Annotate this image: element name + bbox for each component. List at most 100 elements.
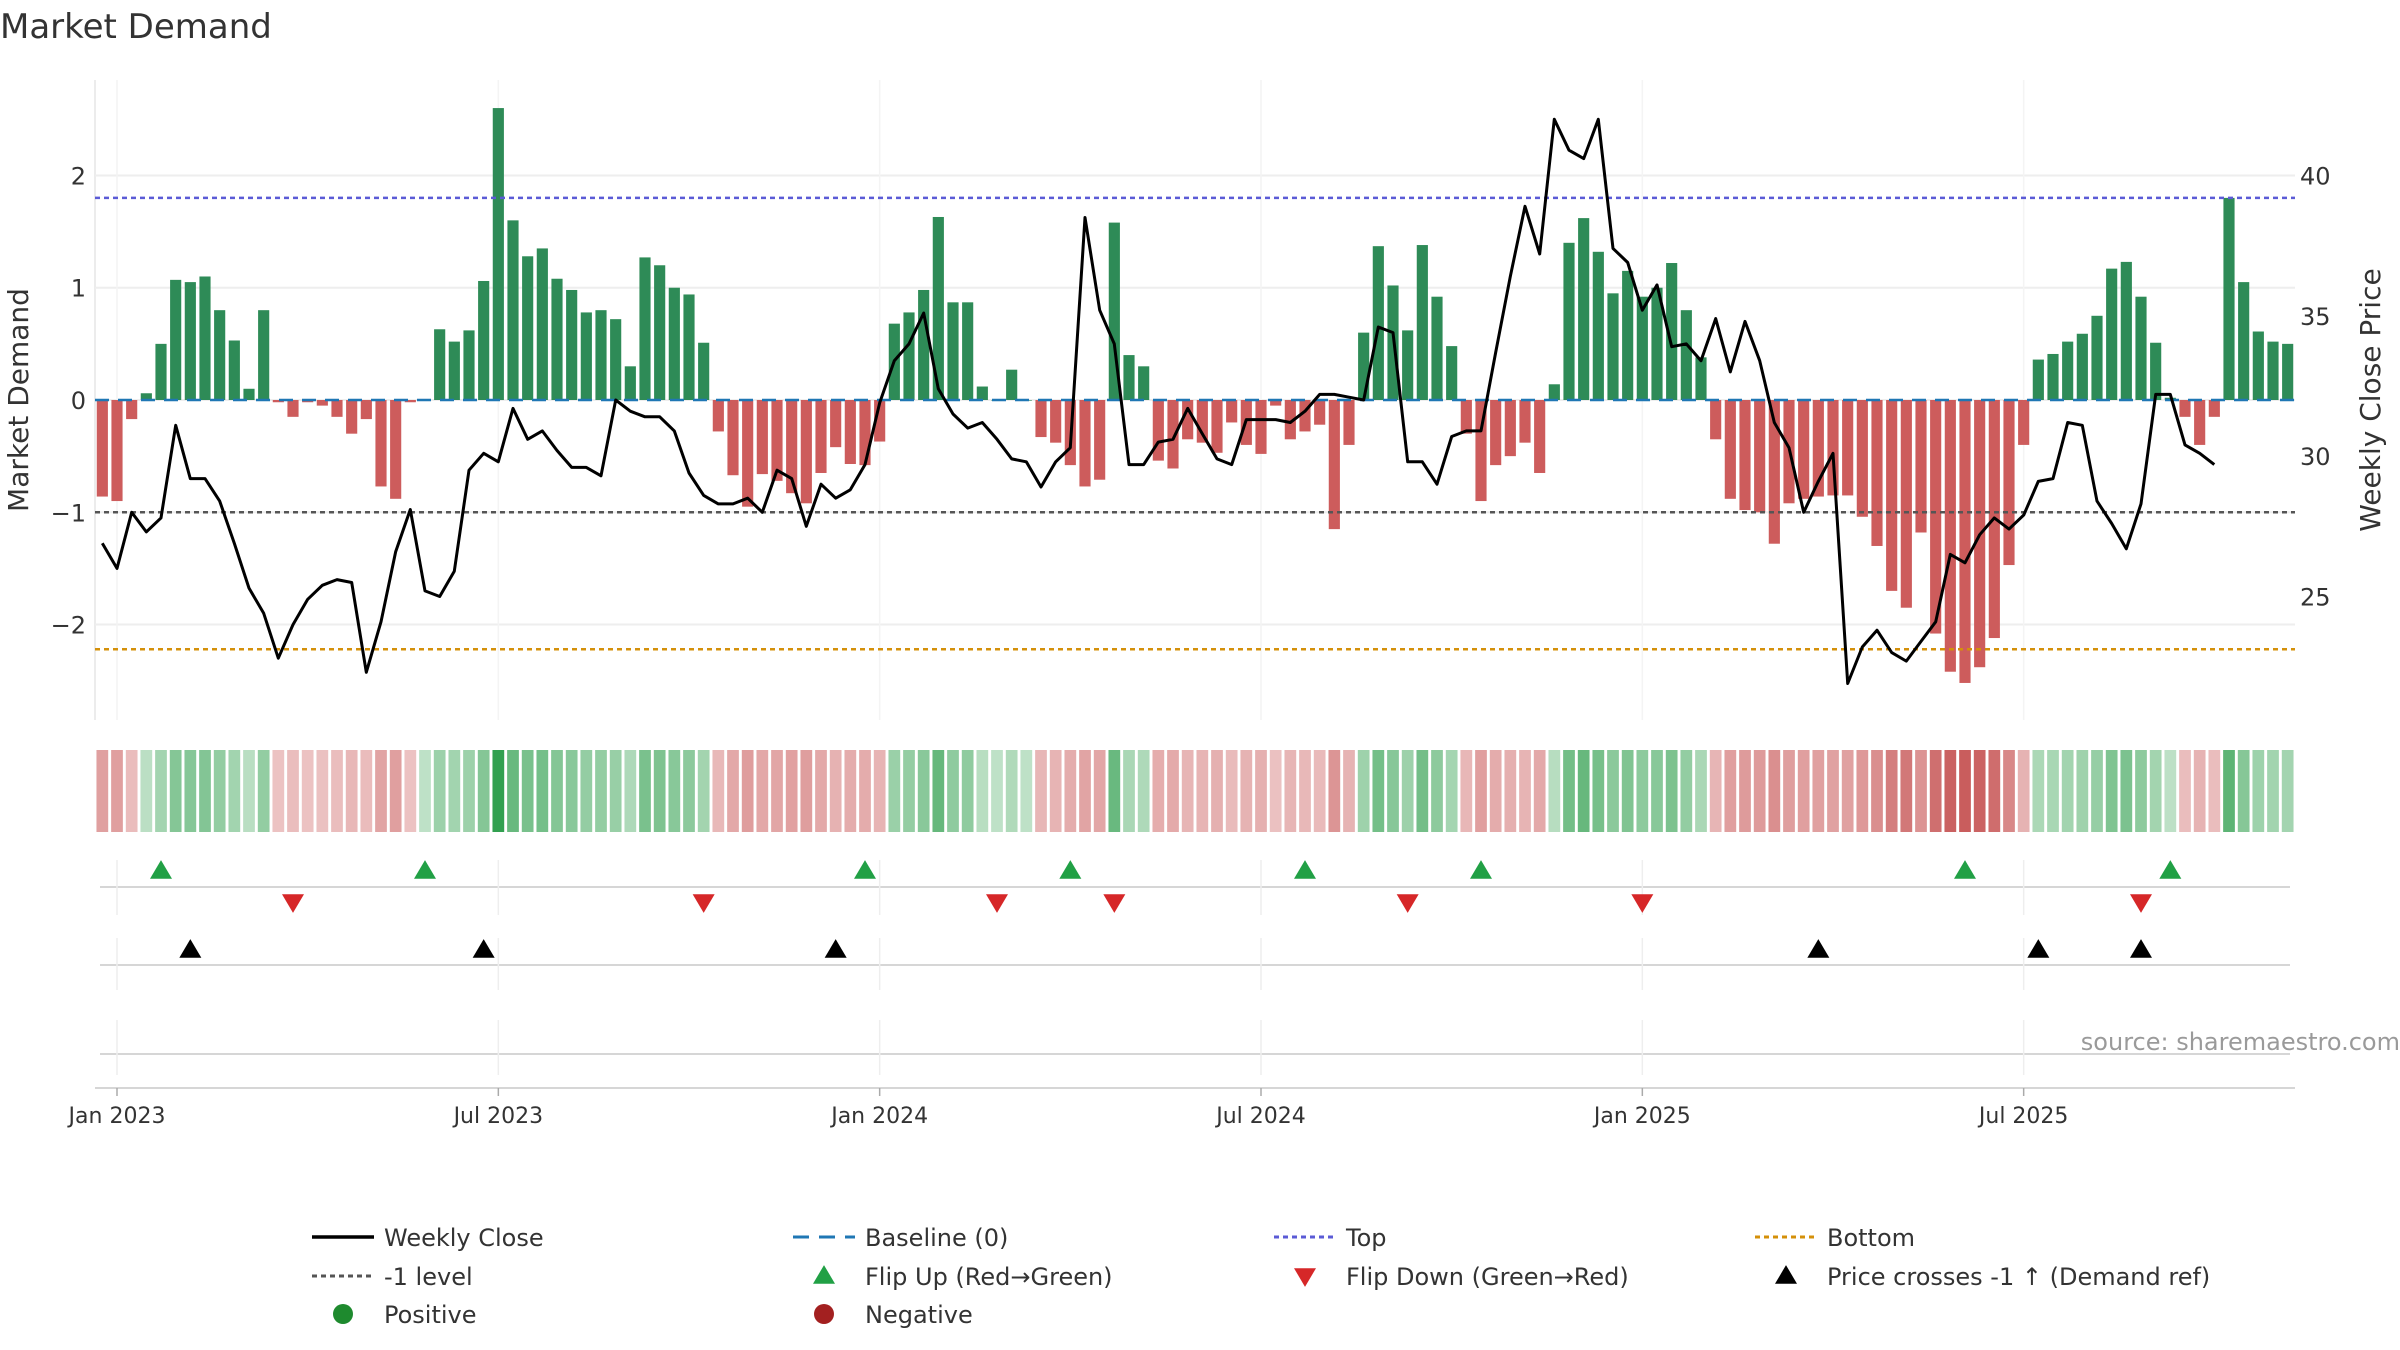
demand-bar	[258, 310, 270, 400]
demand-bar	[1446, 346, 1458, 400]
demand-bar	[844, 400, 856, 464]
demand-bar	[434, 329, 446, 400]
demand-bar	[624, 366, 636, 400]
heat-cell	[800, 750, 813, 832]
demand-bar	[463, 330, 475, 400]
demand-bar	[170, 279, 182, 400]
heat-cell	[2091, 750, 2103, 832]
heat-cell	[1387, 750, 1399, 832]
heat-cell	[257, 750, 270, 832]
demand-bar	[2267, 341, 2279, 400]
heat-cell	[1137, 750, 1150, 832]
heat-cell	[2135, 750, 2147, 832]
heat-cell	[903, 750, 915, 832]
heat-cell	[1944, 750, 1957, 832]
demand-bar	[1944, 400, 1956, 672]
heat-cell	[2164, 750, 2177, 832]
heat-cell	[1533, 750, 1546, 832]
heat-cell	[1313, 750, 1326, 832]
demand-bar	[2194, 400, 2206, 445]
legend-label: -1 level	[384, 1263, 473, 1291]
heat-cell	[639, 750, 651, 832]
heat-cell	[551, 750, 563, 832]
heat-cell	[624, 750, 637, 832]
heat-cell	[580, 750, 593, 832]
demand-bar	[1152, 400, 1164, 461]
heat-cell	[507, 750, 519, 832]
demand-bar	[316, 400, 328, 406]
demand-bar	[1959, 400, 1971, 683]
y2-tick-label: 40	[2300, 162, 2331, 190]
demand-bar	[1754, 400, 1766, 513]
y2-tick-label: 25	[2300, 583, 2331, 611]
demand-bar	[1108, 222, 1120, 400]
demand-bar	[1372, 246, 1384, 400]
heat-cell	[1445, 750, 1458, 832]
demand-bar	[2062, 341, 2074, 400]
heat-cell	[2003, 750, 2015, 832]
heat-cell	[521, 750, 534, 832]
heat-cell	[1797, 750, 1810, 832]
demand-bar	[126, 400, 138, 420]
demand-bar	[199, 276, 211, 400]
heat-cell	[1416, 750, 1429, 832]
heat-cell	[140, 750, 153, 832]
heat-cell	[404, 750, 417, 832]
heat-cell	[1240, 750, 1253, 832]
heat-cell	[1064, 750, 1077, 832]
y2-tick-label: 30	[2300, 443, 2331, 471]
heat-cell	[213, 750, 226, 832]
heat-cell	[1123, 750, 1135, 832]
heat-cell	[463, 750, 475, 832]
x-tick-label: Jul 2023	[452, 1104, 544, 1129]
empty-track	[100, 1020, 2290, 1075]
heat-cell	[609, 750, 622, 832]
demand-bar	[1578, 218, 1590, 400]
legend-label: Price crosses -1 ↑ (Demand ref)	[1827, 1263, 2210, 1291]
demand-bar	[1226, 400, 1238, 423]
flip-up-marker	[1954, 860, 1976, 879]
heat-cell	[1651, 750, 1663, 832]
demand-bar	[2003, 400, 2015, 566]
legend: Weekly Close Baseline (0) Top Bottom -1 leve…	[312, 1224, 2210, 1329]
legend-swatch-triangle-up	[813, 1265, 835, 1284]
demand-bar	[2135, 296, 2147, 400]
heat-cell	[2061, 750, 2074, 832]
legend-label: Bottom	[1827, 1224, 1915, 1252]
heat-cell	[1211, 750, 1223, 832]
heat-cell	[1665, 750, 1678, 832]
heat-cell	[1167, 750, 1179, 832]
demand-bar	[595, 310, 607, 400]
flip-down-marker	[1396, 894, 1419, 913]
demand-bar	[1211, 400, 1223, 453]
demand-bar	[1255, 400, 1267, 454]
y-axis-label: Market Demand	[2, 288, 35, 512]
chart-title: Market Demand	[0, 7, 272, 47]
heat-cell	[741, 750, 754, 832]
heat-cell	[1841, 750, 1854, 832]
heat-cell	[228, 750, 241, 832]
heat-cell	[169, 750, 182, 832]
demand-bar	[566, 289, 578, 400]
heat-cell	[2047, 750, 2059, 832]
heat-cell	[1401, 750, 1414, 832]
heat-cell	[419, 750, 431, 832]
heat-cell	[1680, 750, 1693, 832]
demand-bar	[1079, 400, 1091, 487]
heat-cell	[287, 750, 299, 832]
heat-cell	[184, 750, 197, 832]
heat-cell	[1049, 750, 1062, 832]
heat-cell	[1079, 750, 1091, 832]
demand-bar	[1182, 400, 1194, 440]
heat-cell	[1607, 750, 1619, 832]
y-tick-label: −1	[51, 499, 86, 527]
legend-label: Top	[1345, 1224, 1387, 1252]
flip-down-marker	[692, 894, 715, 913]
heat-cell	[2193, 750, 2206, 832]
demand-bar	[2150, 342, 2162, 400]
demand-bar	[1094, 400, 1106, 480]
y2-tick-label: 35	[2300, 303, 2331, 331]
heat-cell	[1269, 750, 1282, 832]
demand-bar	[140, 393, 152, 400]
